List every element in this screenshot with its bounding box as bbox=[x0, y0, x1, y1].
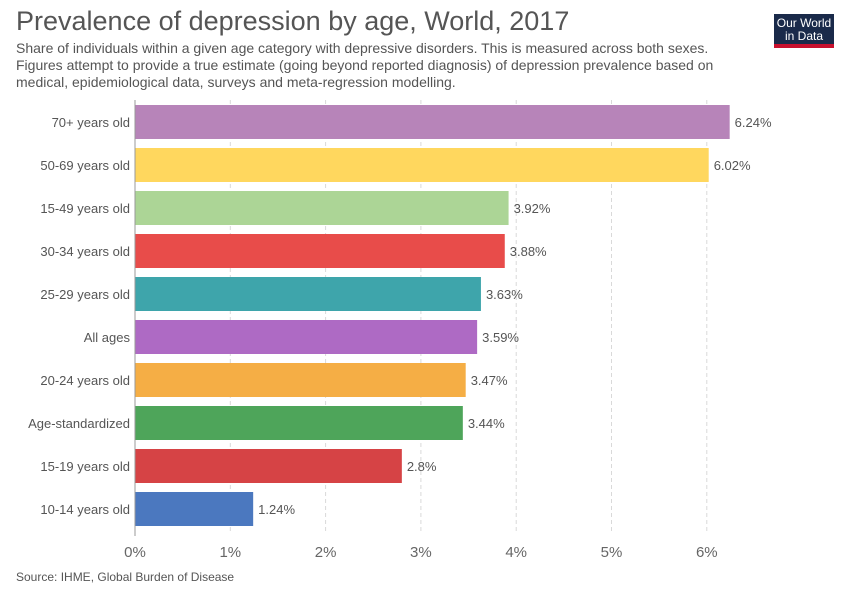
value-label: 3.88% bbox=[510, 244, 547, 259]
x-tick-label: 4% bbox=[505, 544, 527, 561]
bar bbox=[135, 277, 481, 311]
value-label: 3.47% bbox=[471, 373, 508, 388]
bar bbox=[135, 234, 505, 268]
owid-logo[interactable]: Our World in Data bbox=[774, 14, 834, 48]
bar bbox=[135, 449, 402, 483]
category-label: 25-29 years old bbox=[40, 287, 130, 302]
value-label: 6.02% bbox=[714, 158, 751, 173]
category-label: 50-69 years old bbox=[40, 158, 130, 173]
category-label: 30-34 years old bbox=[40, 244, 130, 259]
chart-subtitle: Share of individuals within a given age … bbox=[16, 40, 714, 90]
chart-title: Prevalence of depression by age, World, … bbox=[16, 6, 570, 36]
value-label: 3.44% bbox=[468, 416, 505, 431]
bar bbox=[135, 148, 709, 182]
logo-line-2: in Data bbox=[784, 29, 824, 43]
bar bbox=[135, 492, 254, 526]
category-label: 20-24 years old bbox=[40, 373, 130, 388]
category-label: 15-49 years old bbox=[40, 201, 130, 216]
x-tick-label: 6% bbox=[696, 544, 718, 561]
bar bbox=[135, 406, 463, 440]
x-tick-label: 2% bbox=[315, 544, 337, 561]
source-note[interactable]: Source: IHME, Global Burden of Disease bbox=[16, 570, 235, 584]
logo-line-1: Our World bbox=[776, 16, 832, 30]
category-label: Age-standardized bbox=[28, 416, 130, 431]
value-label: 3.92% bbox=[514, 201, 551, 216]
bar bbox=[135, 320, 478, 354]
bar bbox=[135, 191, 509, 225]
value-label: 3.59% bbox=[482, 330, 519, 345]
category-label: All ages bbox=[84, 330, 131, 345]
category-label: 10-14 years old bbox=[40, 502, 130, 517]
x-tick-label: 0% bbox=[124, 544, 146, 561]
x-tick-label: 5% bbox=[601, 544, 623, 561]
value-label: 6.24% bbox=[735, 115, 772, 130]
value-label: 1.24% bbox=[258, 502, 295, 517]
category-label: 70+ years old bbox=[52, 115, 130, 130]
category-label: 15-19 years old bbox=[40, 459, 130, 474]
value-label: 3.63% bbox=[486, 287, 523, 302]
x-tick-label: 1% bbox=[219, 544, 241, 561]
bar bbox=[135, 105, 730, 139]
x-tick-label: 3% bbox=[410, 544, 432, 561]
bar bbox=[135, 363, 466, 397]
value-label: 2.8% bbox=[407, 459, 437, 474]
